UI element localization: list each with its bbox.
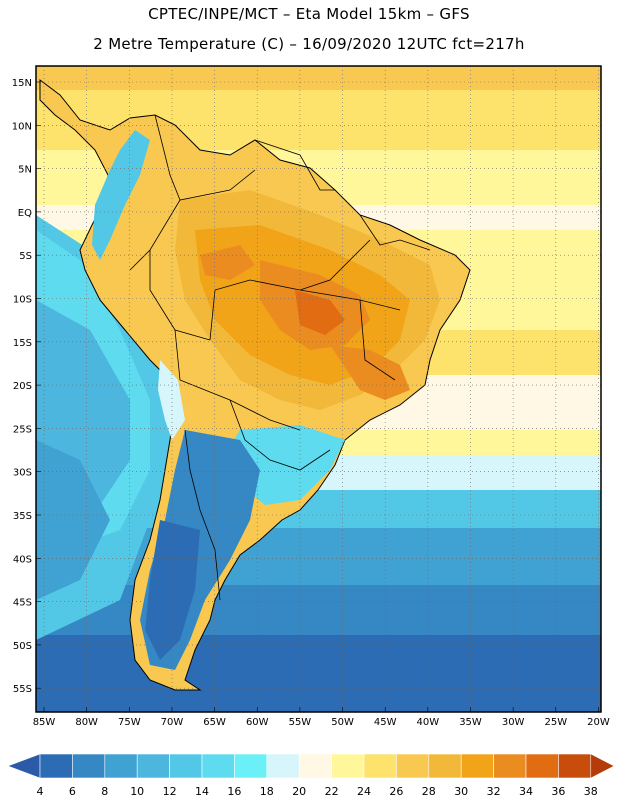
colorbar-level-label: 38 <box>584 785 598 798</box>
latitude-label: 20S <box>13 381 32 392</box>
latitude-label: 5S <box>19 251 32 262</box>
map-frame <box>35 65 602 713</box>
latitude-label: 55S <box>13 684 32 695</box>
country-borders <box>129 114 431 601</box>
colorbar-swatch <box>39 753 73 779</box>
colorbar-swatch <box>136 753 170 779</box>
latitude-label: 10S <box>13 295 32 306</box>
colorbar-swatch <box>298 753 332 779</box>
latitude-label: 40S <box>13 554 32 565</box>
colorbar-level-label: 34 <box>519 785 533 798</box>
colorbar-over-arrow <box>590 753 615 779</box>
colorbar-swatch <box>363 753 397 779</box>
colorbar-under-arrow <box>7 753 41 779</box>
map-title-line-1: CPTEC/INPE/MCT – Eta Model 15km – GFS <box>148 5 470 23</box>
map-title-line-2: 2 Metre Temperature (C) – 16/09/2020 12U… <box>93 35 525 53</box>
colorbar-swatch <box>169 753 203 779</box>
colorbar-swatch <box>493 753 527 779</box>
lat-lon-grid <box>36 66 601 712</box>
colorbar-level-label: 10 <box>130 785 144 798</box>
colorbar-level-label: 14 <box>195 785 209 798</box>
colorbar-level-label: 16 <box>227 785 241 798</box>
longitude-label: 55W <box>289 717 312 728</box>
longitude-label: 75W <box>118 717 141 728</box>
latitude-label: 50S <box>13 641 32 652</box>
colorbar-level-label: 32 <box>487 785 501 798</box>
colorbar-swatch <box>266 753 300 779</box>
latitude-label: 15N <box>12 78 32 89</box>
colorbar-level-label: 8 <box>101 785 108 798</box>
colorbar-swatch <box>428 753 462 779</box>
longitude-label: 70W <box>161 717 184 728</box>
colorbar-swatch <box>558 753 592 779</box>
longitude-label: 30W <box>502 717 525 728</box>
colorbar-swatch <box>525 753 559 779</box>
latitude-label: 25S <box>13 424 32 435</box>
longitude-label: 60W <box>246 717 269 728</box>
latitude-label: 35S <box>13 511 32 522</box>
latitude-labels: 15N 10N 5N EQ 5S 10S 15S 20S 25S 30S 35S 40S 45S 50S 5… <box>12 78 32 695</box>
longitude-labels: 85W 80W 75W 70W 65W 60W 55W 50W 45W 40W 35W 30W 25W 2… <box>33 717 610 728</box>
colorbar-level-label: 28 <box>422 785 436 798</box>
colorbar-level-label: 6 <box>69 785 76 798</box>
latitude-label: 15S <box>13 338 32 349</box>
longitude-label: 80W <box>75 717 98 728</box>
colorbar-labels: 4 6 8 10 12 14 16 18 20 22 24 26 28 30 32 34 36 38 <box>37 785 598 798</box>
colorbar-swatch <box>234 753 268 779</box>
colorbar-swatch <box>460 753 494 779</box>
colorbar-level-label: 18 <box>260 785 274 798</box>
colorbar-level-label: 24 <box>357 785 371 798</box>
longitude-label: 35W <box>459 717 482 728</box>
colorbar-swatch <box>72 753 106 779</box>
colorbar-level-label: 20 <box>292 785 306 798</box>
colorbar-swatch <box>104 753 138 779</box>
longitude-label: 25W <box>544 717 567 728</box>
colorbar-swatch <box>331 753 365 779</box>
longitude-label: 65W <box>203 717 226 728</box>
longitude-label: 45W <box>374 717 397 728</box>
latitude-label: 10N <box>12 121 32 132</box>
temperature-field <box>36 66 601 712</box>
colorbar-level-label: 22 <box>325 785 339 798</box>
longitude-label: 40W <box>417 717 440 728</box>
longitude-label: 20W <box>587 717 610 728</box>
colorbar-level-label: 4 <box>37 785 44 798</box>
latitude-label: 45S <box>13 598 32 609</box>
colorbar-level-label: 36 <box>551 785 565 798</box>
latitude-label: 30S <box>13 468 32 479</box>
colorbar-level-label: 30 <box>454 785 468 798</box>
longitude-label: 50W <box>331 717 354 728</box>
latitude-label: EQ <box>18 208 32 219</box>
colorbar-level-label: 12 <box>163 785 177 798</box>
colorbar <box>7 753 615 779</box>
colorbar-level-label: 26 <box>389 785 403 798</box>
longitude-label: 85W <box>33 717 56 728</box>
colorbar-swatch <box>201 753 235 779</box>
latitude-label: 5N <box>18 165 32 176</box>
colorbar-swatch <box>396 753 430 779</box>
